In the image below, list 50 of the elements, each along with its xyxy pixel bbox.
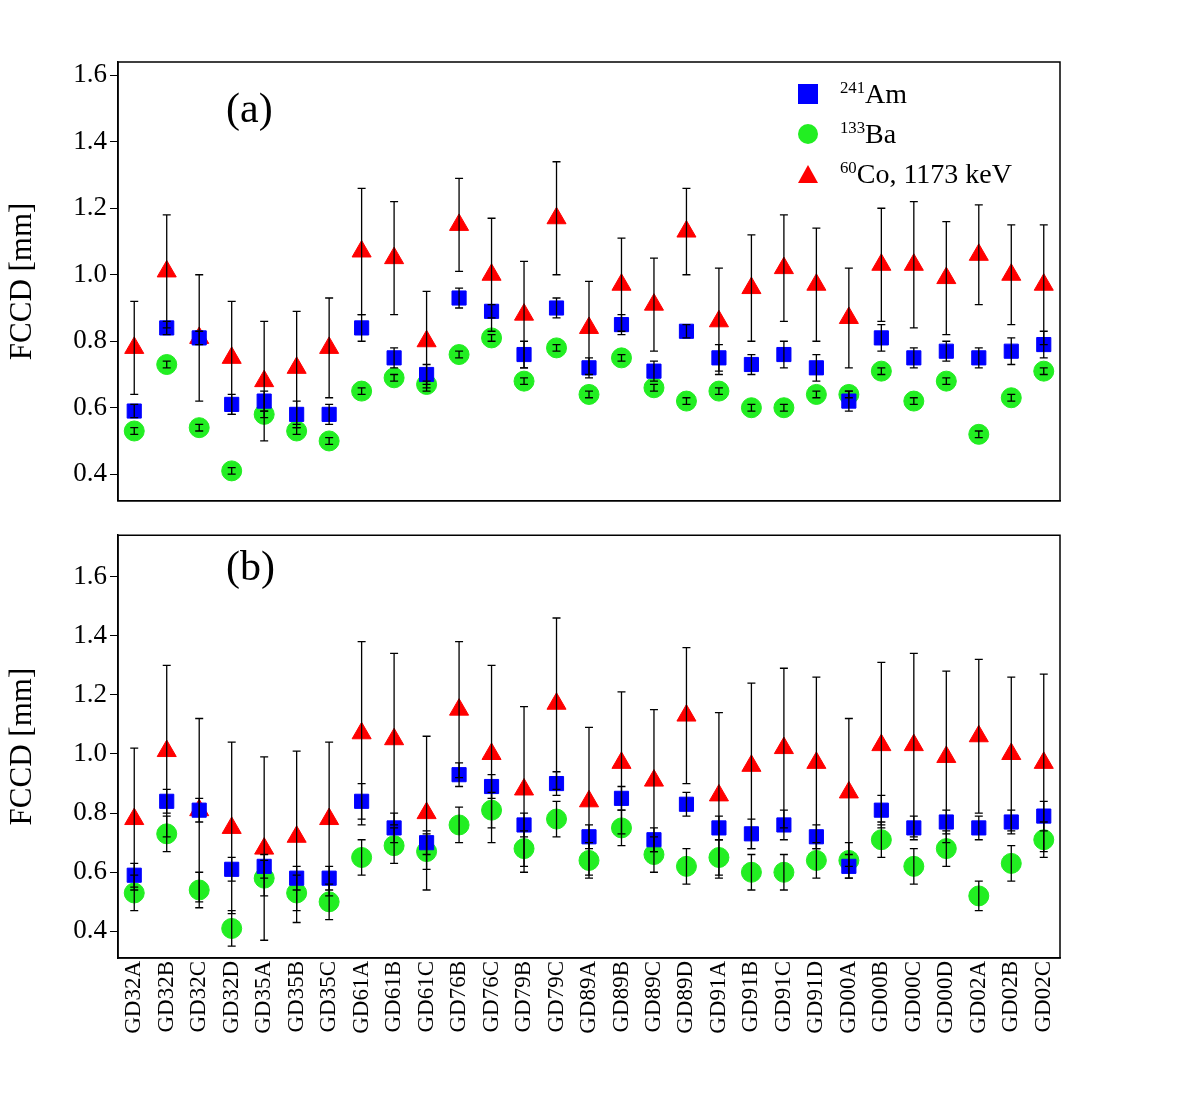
y-tick-label: 1.4 — [73, 124, 108, 155]
y-tick-label: 0.6 — [73, 390, 107, 421]
x-tick-label: GD91C — [769, 961, 795, 1033]
x-tick-label: GD89A — [575, 960, 601, 1034]
x-tick-label: GD02C — [1029, 961, 1055, 1033]
y-tick-label: 1.6 — [73, 58, 107, 89]
legend-label: $^{241}$Am — [839, 77, 908, 111]
x-tick-label: GD91A — [704, 960, 730, 1034]
x-tick-label: GD91B — [737, 961, 763, 1033]
x-tick-label: GD35C — [315, 961, 341, 1033]
y-axis-title: FCCD [mm] — [2, 202, 38, 361]
x-tick-label: GD61A — [347, 960, 373, 1034]
x-tick-label: GD02A — [964, 960, 990, 1034]
legend-label: $^{133}$Ba — [839, 117, 897, 151]
x-tick-label: GD00B — [867, 961, 893, 1033]
x-tick-label: GD00D — [932, 961, 958, 1034]
x-tick-label: GD32D — [217, 961, 243, 1034]
y-tick-label: 1.4 — [73, 618, 108, 649]
x-tick-label: GD76C — [477, 961, 503, 1033]
x-tick-label: GD76B — [445, 961, 471, 1033]
y-tick-label: 0.4 — [73, 914, 108, 945]
x-tick-label: GD32A — [120, 960, 146, 1034]
x-tick-label: GD89D — [672, 961, 698, 1034]
y-tick-label: 1.2 — [73, 677, 107, 708]
x-tick-label: GD32C — [185, 961, 211, 1033]
y-tick-label: 0.4 — [73, 457, 108, 488]
y-tick-label: 1.6 — [73, 559, 107, 590]
x-tick-label: GD89C — [640, 961, 666, 1033]
annotation: (b) — [226, 542, 275, 590]
x-tick-label: GD32B — [152, 961, 178, 1033]
annotation: (a) — [226, 84, 273, 132]
x-tick-label: GD61B — [380, 961, 406, 1033]
x-tick-label: GD79C — [542, 961, 568, 1033]
x-tick-label: GD00C — [899, 961, 925, 1033]
x-tick-label: GD02B — [997, 961, 1023, 1033]
y-tick-label: 0.8 — [73, 796, 107, 827]
y-tick-label: 0.6 — [73, 855, 107, 886]
y-tick-label: 1.0 — [73, 737, 107, 768]
y-tick-label: 1.0 — [73, 257, 107, 288]
x-tick-label: GD35B — [282, 961, 308, 1033]
legend-label: $^{60}$Co, 1173 keV — [839, 157, 1012, 191]
y-axis-title: FCCD [mm] — [2, 667, 38, 826]
y-tick-label: 1.2 — [73, 191, 107, 222]
x-tick-label: GD91D — [802, 961, 828, 1034]
x-tick-label: GD35A — [250, 960, 276, 1034]
y-tick-label: 0.8 — [73, 324, 107, 355]
x-tick-label: GD79B — [510, 961, 536, 1033]
x-tick-label: GD00A — [834, 960, 860, 1034]
x-tick-label: GD89B — [607, 961, 633, 1033]
x-tick-label: GD61C — [412, 961, 438, 1033]
